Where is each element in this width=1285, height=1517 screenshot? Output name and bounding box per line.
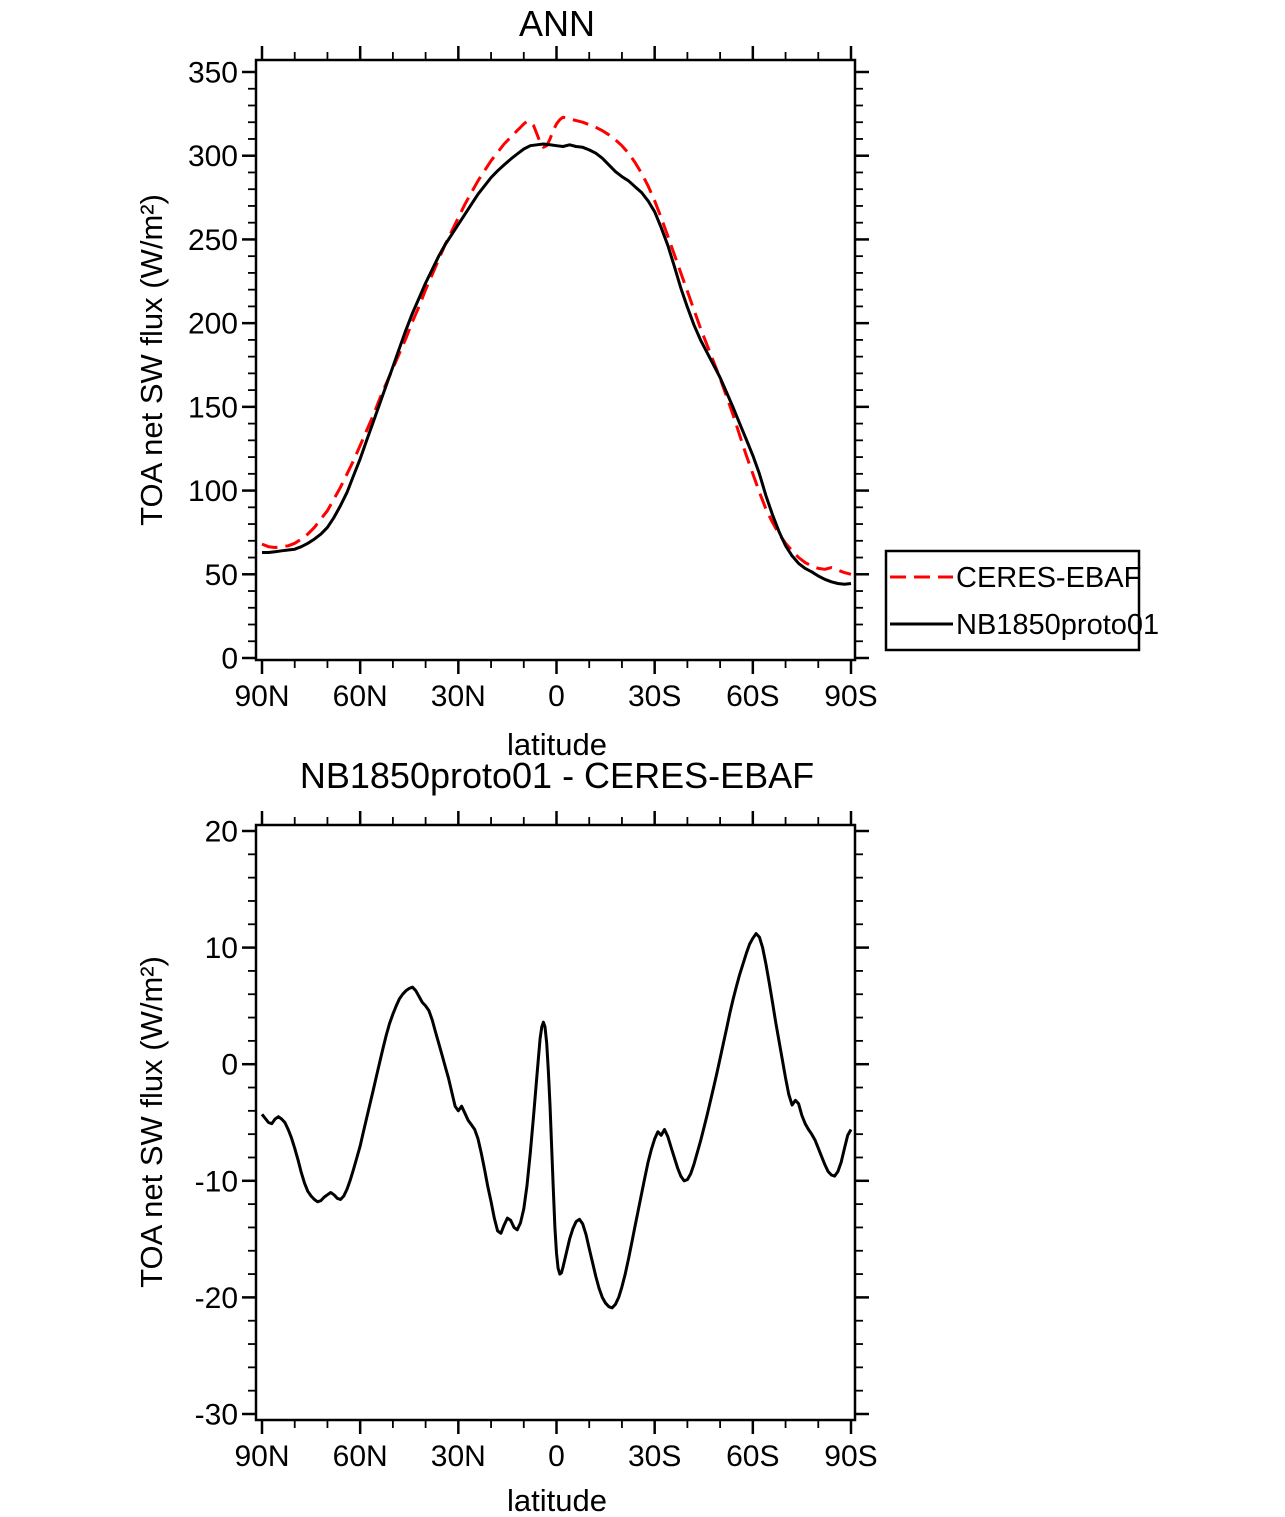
legend-label-nb1850proto01: NB1850proto01 [956, 609, 1159, 641]
x-tick-label: 90N [234, 1440, 289, 1473]
y-tick-label: 0 [221, 1049, 238, 1082]
series-ceres-ebaf [261, 115, 852, 576]
legend-box [884, 549, 1141, 652]
y-tick-label: 150 [188, 391, 238, 424]
y-tick-label: 20 [205, 816, 238, 849]
y-tick-label: 0 [221, 643, 238, 676]
x-tick-label: 30S [628, 1440, 681, 1473]
x-tick-label: 60N [333, 1440, 388, 1473]
y-tick-label: 10 [205, 932, 238, 965]
top-chart-xlabel: latitude [507, 727, 607, 762]
plot-box [254, 823, 857, 1422]
x-tick-label: 30S [628, 680, 681, 713]
y-tick-label: 100 [188, 475, 238, 508]
y-tick-label: 50 [205, 559, 238, 592]
x-tick-label: 90S [824, 1440, 877, 1473]
x-tick-label: 0 [548, 680, 565, 713]
top-chart-ylabel: TOA net SW flux (W/m²) [134, 194, 169, 526]
y-tick-label: 250 [188, 224, 238, 257]
y-tick-label: -10 [195, 1165, 238, 1198]
x-tick-label: 60N [333, 680, 388, 713]
bottom-chart-title: NB1850proto01 - CERES-EBAF [300, 755, 814, 796]
series-nb1850proto01-ceres-ebaf [260, 932, 853, 1310]
y-tick-label: -20 [195, 1282, 238, 1315]
legend-label-ceres-ebaf: CERES-EBAF [956, 562, 1141, 594]
x-tick-label: 90N [234, 680, 289, 713]
bottom-chart-xlabel: latitude [507, 1483, 607, 1517]
x-tick-label: 60S [726, 1440, 779, 1473]
y-tick-label: 350 [188, 57, 238, 90]
x-tick-label: 60S [726, 680, 779, 713]
bottom-chart: 90N 60N 30N 0 30S 60S 90S -30 -20 -10 0 10 20 [195, 811, 878, 1473]
x-tick-label: 90S [824, 680, 877, 713]
x-tick-label: 30N [431, 1440, 486, 1473]
y-tick-label: 200 [188, 308, 238, 341]
x-tick-label: 30N [431, 680, 486, 713]
plot-box [254, 58, 857, 662]
x-tick-label: 0 [548, 1440, 565, 1473]
top-chart: 90N 60N 30N 0 30S 60S 90S 0 50 100 150 200 250 300 350 [188, 46, 878, 713]
series-nb1850proto01 [262, 142, 852, 586]
y-tick-label: 300 [188, 140, 238, 173]
bottom-chart-ylabel: TOA net SW flux (W/m²) [134, 956, 169, 1288]
y-tick-label: -30 [195, 1399, 238, 1432]
legend: CERES-EBAF NB1850proto01 [884, 549, 1159, 652]
top-chart-title: ANN [519, 3, 595, 44]
